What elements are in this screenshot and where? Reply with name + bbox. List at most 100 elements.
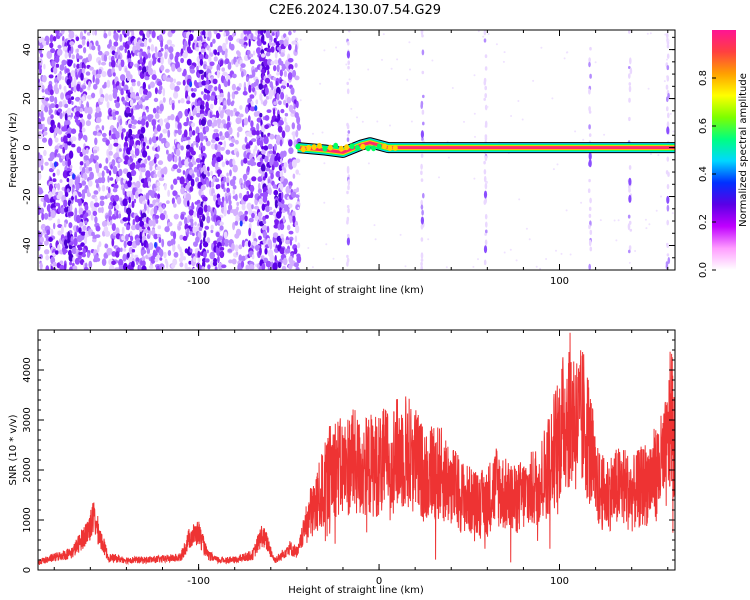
noise-blob bbox=[54, 96, 58, 105]
streak-blob bbox=[347, 185, 350, 191]
noise-blob bbox=[248, 38, 251, 47]
noise-blob bbox=[148, 30, 152, 35]
streak-blob bbox=[420, 170, 423, 176]
speckle bbox=[613, 219, 616, 222]
noise-blob bbox=[239, 105, 243, 110]
noise-blob bbox=[288, 30, 292, 36]
noise-blob bbox=[187, 95, 191, 101]
noise-blob bbox=[71, 195, 74, 201]
spectrogram-ylabel: Frequency (Hz) bbox=[8, 112, 19, 188]
noise-blob bbox=[205, 125, 210, 133]
noise-blob bbox=[259, 247, 262, 256]
noise-blob bbox=[108, 129, 112, 138]
speckle bbox=[374, 238, 377, 241]
noise-blob bbox=[60, 92, 65, 100]
noise-blob bbox=[139, 57, 143, 64]
noise-blob bbox=[213, 98, 217, 106]
noise-blob bbox=[178, 257, 184, 263]
noise-blob bbox=[189, 231, 193, 236]
noise-blob bbox=[101, 132, 107, 138]
noise-blob bbox=[79, 161, 84, 166]
streak-blob bbox=[666, 204, 670, 212]
streak-blob bbox=[484, 239, 488, 246]
noise-blob bbox=[151, 119, 157, 127]
noise-blob bbox=[129, 99, 134, 107]
noise-blob bbox=[248, 84, 252, 94]
colorbar-tick-label: 0.8 bbox=[698, 70, 709, 86]
noise-blob bbox=[139, 104, 143, 109]
noise-blob bbox=[45, 40, 49, 46]
noise-blob bbox=[279, 139, 283, 147]
noise-blob bbox=[78, 198, 82, 208]
noise-blob bbox=[53, 222, 56, 230]
speckle bbox=[515, 259, 518, 262]
noise-blob bbox=[69, 41, 75, 46]
noise-blob bbox=[197, 257, 201, 263]
noise-blob bbox=[257, 176, 263, 182]
noise-blob bbox=[128, 256, 133, 263]
noise-blob bbox=[250, 191, 254, 199]
noise-blob bbox=[121, 235, 126, 241]
streak-blob bbox=[422, 192, 425, 199]
noise-blob bbox=[210, 229, 214, 234]
speckle bbox=[545, 258, 548, 260]
noise-blob bbox=[262, 100, 267, 107]
noise-blob bbox=[48, 74, 54, 79]
noise-blob bbox=[165, 213, 168, 220]
noise-blob bbox=[253, 148, 256, 157]
noise-blob bbox=[106, 101, 110, 109]
noise-blob bbox=[50, 114, 54, 119]
noise-blob bbox=[158, 248, 164, 258]
noise-blob bbox=[57, 224, 63, 228]
noise-blob bbox=[48, 157, 54, 162]
noise-blob bbox=[220, 154, 224, 161]
noise-blob bbox=[68, 50, 72, 59]
speckle bbox=[555, 249, 557, 252]
streak-blob bbox=[421, 209, 424, 216]
noise-blob bbox=[48, 237, 53, 242]
noise-blob bbox=[114, 267, 120, 270]
noise-blob bbox=[222, 105, 227, 110]
signal-blob bbox=[311, 144, 317, 151]
noise-blob bbox=[91, 92, 96, 99]
noise-blob bbox=[152, 251, 158, 257]
streak-blob bbox=[666, 75, 670, 82]
noise-blob bbox=[276, 86, 281, 95]
noise-blob bbox=[272, 108, 276, 117]
signal-blob bbox=[365, 145, 371, 152]
noise-blob bbox=[76, 176, 81, 184]
noise-blob bbox=[201, 80, 207, 86]
noise-blob bbox=[279, 247, 286, 255]
streak-blob bbox=[346, 190, 349, 195]
noise-blob bbox=[148, 265, 154, 269]
streak-blob bbox=[667, 257, 671, 264]
streak-blob bbox=[588, 206, 592, 211]
noise-blob bbox=[192, 130, 196, 136]
noise-blob bbox=[248, 264, 255, 270]
noise-blob bbox=[136, 261, 139, 265]
noise-blob bbox=[293, 262, 299, 268]
streak-blob bbox=[484, 104, 488, 111]
streak-blob bbox=[483, 199, 487, 205]
streak-blob bbox=[627, 223, 631, 231]
streak-blob bbox=[628, 116, 631, 122]
noise-blob bbox=[129, 266, 134, 270]
streak-blob bbox=[589, 246, 593, 252]
noise-blob bbox=[269, 254, 275, 262]
noise-blob bbox=[68, 150, 74, 159]
noise-blob bbox=[140, 167, 146, 173]
noise-blob bbox=[237, 126, 243, 133]
noise-blob bbox=[173, 78, 176, 84]
noise-blob bbox=[180, 187, 186, 195]
noise-blob bbox=[205, 79, 210, 86]
noise-blob bbox=[83, 30, 87, 34]
noise-blob bbox=[127, 77, 130, 81]
noise-blob bbox=[173, 155, 178, 163]
noise-blob bbox=[76, 225, 79, 233]
noise-blob bbox=[235, 251, 239, 256]
streak-blob bbox=[588, 224, 591, 230]
noise-blob bbox=[44, 249, 50, 255]
noise-blob bbox=[112, 231, 117, 236]
noise-blob bbox=[189, 186, 194, 192]
noise-blob bbox=[142, 146, 146, 151]
